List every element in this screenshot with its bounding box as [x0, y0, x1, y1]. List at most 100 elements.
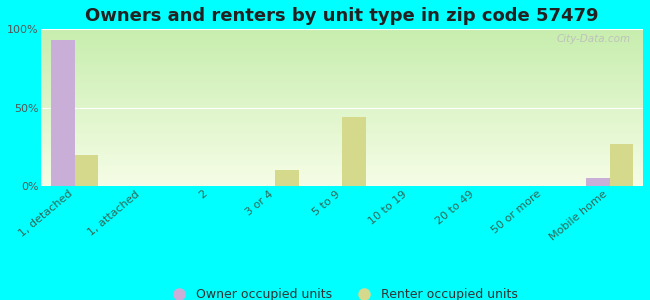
- Bar: [42, 120, 643, 122]
- Title: Owners and renters by unit type in zip code 57479: Owners and renters by unit type in zip c…: [85, 7, 599, 25]
- Bar: [42, 128, 643, 130]
- Bar: [42, 170, 643, 172]
- Bar: [42, 178, 643, 180]
- Bar: [42, 118, 643, 120]
- Bar: [42, 126, 643, 128]
- Bar: [42, 180, 643, 181]
- Bar: [42, 114, 643, 116]
- Bar: [42, 152, 643, 153]
- Bar: [42, 104, 643, 106]
- Bar: [42, 183, 643, 184]
- Bar: [42, 82, 643, 84]
- Bar: [42, 89, 643, 90]
- Bar: [75, 155, 98, 186]
- Bar: [42, 108, 643, 109]
- Bar: [42, 78, 643, 80]
- Bar: [42, 123, 643, 125]
- Bar: [42, 159, 643, 161]
- Bar: [42, 164, 643, 166]
- Bar: [42, 148, 643, 150]
- Bar: [42, 153, 643, 155]
- Bar: [42, 141, 643, 142]
- Bar: [42, 39, 643, 40]
- Bar: [42, 95, 643, 97]
- Bar: [42, 155, 643, 156]
- Bar: [42, 147, 643, 148]
- Bar: [42, 166, 643, 167]
- Bar: [42, 80, 643, 81]
- Bar: [42, 54, 643, 56]
- Bar: [42, 35, 643, 37]
- Bar: [42, 53, 643, 54]
- Bar: [42, 158, 643, 159]
- Bar: [42, 181, 643, 183]
- Bar: [42, 64, 643, 65]
- Bar: [610, 144, 633, 186]
- Bar: [42, 48, 643, 50]
- Bar: [51, 40, 75, 186]
- Bar: [42, 139, 643, 141]
- Bar: [42, 72, 643, 73]
- Bar: [42, 103, 643, 104]
- Bar: [42, 59, 643, 61]
- Bar: [42, 70, 643, 72]
- Bar: [42, 31, 643, 32]
- Bar: [42, 44, 643, 45]
- Bar: [42, 130, 643, 131]
- Bar: [42, 133, 643, 134]
- Bar: [42, 94, 643, 95]
- Bar: [42, 46, 643, 48]
- Bar: [342, 117, 365, 186]
- Text: City-Data.com: City-Data.com: [557, 34, 631, 44]
- Bar: [42, 58, 643, 59]
- Bar: [42, 150, 643, 152]
- Bar: [42, 112, 643, 114]
- Bar: [42, 144, 643, 145]
- Bar: [42, 75, 643, 76]
- Bar: [42, 45, 643, 46]
- Bar: [42, 67, 643, 68]
- Bar: [42, 81, 643, 82]
- Bar: [42, 34, 643, 35]
- Bar: [42, 125, 643, 126]
- Bar: [42, 61, 643, 62]
- Bar: [42, 56, 643, 58]
- Bar: [42, 90, 643, 92]
- Bar: [42, 145, 643, 147]
- Bar: [42, 142, 643, 144]
- Bar: [42, 136, 643, 137]
- Bar: [42, 137, 643, 139]
- Bar: [42, 73, 643, 75]
- Bar: [42, 51, 643, 53]
- Bar: [42, 42, 643, 43]
- Bar: [42, 62, 643, 64]
- Bar: [42, 184, 643, 186]
- Bar: [42, 76, 643, 78]
- Bar: [42, 29, 643, 31]
- Bar: [42, 161, 643, 163]
- Bar: [42, 173, 643, 175]
- Bar: [42, 92, 643, 94]
- Bar: [42, 37, 643, 39]
- Bar: [42, 116, 643, 117]
- Bar: [586, 178, 610, 186]
- Legend: Owner occupied units, Renter occupied units: Owner occupied units, Renter occupied un…: [161, 283, 523, 300]
- Bar: [42, 131, 643, 133]
- Bar: [42, 167, 643, 169]
- Bar: [42, 100, 643, 101]
- Bar: [42, 87, 643, 89]
- Bar: [42, 163, 643, 164]
- Bar: [42, 68, 643, 70]
- Bar: [42, 101, 643, 103]
- Bar: [42, 172, 643, 173]
- Bar: [42, 156, 643, 158]
- Bar: [42, 109, 643, 111]
- Bar: [42, 50, 643, 51]
- Bar: [42, 98, 643, 100]
- Bar: [42, 169, 643, 170]
- Bar: [42, 65, 643, 67]
- Bar: [42, 97, 643, 98]
- Bar: [42, 84, 643, 86]
- Bar: [42, 40, 643, 42]
- Bar: [42, 86, 643, 87]
